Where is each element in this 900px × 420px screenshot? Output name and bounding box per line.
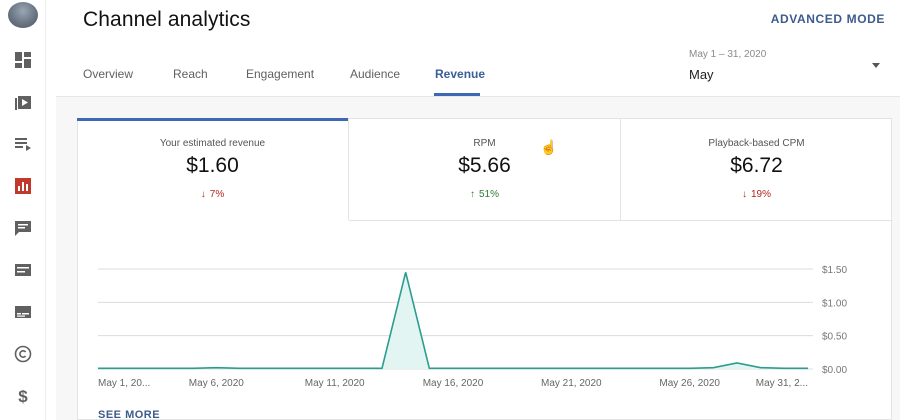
metric-rpm[interactable]: RPM $5.66 ↑ 51% [348, 118, 620, 220]
metric-playback-cpm[interactable]: Playback-based CPM $6.72 ↓ 19% [620, 118, 892, 220]
tab-audience[interactable]: Audience [350, 67, 401, 81]
arrow-down-icon: ↓ [200, 189, 206, 200]
advanced-mode-button[interactable]: ADVANCED MODE [770, 12, 885, 26]
metric-delta: ↑ 51% [349, 189, 620, 200]
x-tick-label: May 6, 2020 [189, 378, 244, 389]
chevron-down-icon[interactable] [872, 63, 880, 68]
x-tick-label: May 16, 2020 [423, 378, 484, 389]
date-range-label[interactable]: May 1 – 31, 2020 [689, 49, 767, 60]
header-divider [56, 96, 900, 97]
metric-delta-value: 51% [478, 189, 499, 200]
metric-label: RPM [473, 138, 496, 149]
videos-icon[interactable] [13, 92, 33, 112]
metric-delta: ↓ 19% [621, 189, 892, 200]
avatar[interactable] [8, 2, 38, 28]
revenue-chart[interactable]: $1.50 $1.00 $0.50 $0.00 May 1, 20... May 6, 2… [77, 222, 892, 420]
metric-estimated-revenue[interactable]: Your estimated revenue $1.60 ↓ 7% [77, 118, 348, 220]
dashboard-icon[interactable] [13, 50, 33, 70]
revenue-line [98, 272, 808, 370]
y-tick-label: $1.00 [822, 298, 847, 309]
hand-cursor-icon: ☝ [540, 139, 558, 155]
subtitles-icon[interactable] [13, 260, 33, 280]
revenue-area [98, 272, 808, 369]
svg-text:$: $ [18, 387, 28, 406]
metric-divider [349, 220, 892, 221]
metric-value: $1.60 [186, 154, 239, 177]
date-range-select[interactable]: May [689, 67, 714, 82]
x-tick-label: May 26, 2020 [659, 378, 720, 389]
metric-delta-value: 19% [750, 189, 771, 200]
page-title: Channel analytics [83, 8, 251, 31]
transcriptions-icon[interactable] [13, 302, 33, 322]
monetization-icon[interactable]: $ [13, 386, 33, 406]
y-tick-label: $1.50 [822, 265, 847, 276]
arrow-up-icon: ↑ [469, 189, 475, 200]
x-tick-label: May 31, 2... [756, 378, 808, 389]
left-rail: $ [0, 0, 46, 420]
metric-label: Playback-based CPM [708, 138, 805, 149]
active-tab-indicator [434, 93, 480, 96]
tab-engagement[interactable]: Engagement [246, 67, 315, 81]
copyright-icon[interactable] [13, 344, 33, 364]
tab-overview[interactable]: Overview [83, 67, 134, 81]
metric-value: $5.66 [458, 154, 511, 177]
tab-revenue[interactable]: Revenue [435, 67, 486, 81]
metric-label: Your estimated revenue [159, 138, 266, 149]
metric-value: $6.72 [730, 154, 783, 177]
x-tick-label: May 21, 2020 [541, 378, 602, 389]
arrow-down-icon: ↓ [741, 189, 747, 200]
analytics-icon[interactable] [13, 176, 33, 196]
y-tick-label: $0.00 [822, 365, 847, 376]
x-tick-label: May 1, 20... [98, 378, 150, 389]
metric-delta: ↓ 7% [77, 189, 348, 200]
metric-delta-value: 7% [209, 189, 225, 200]
revenue-chart-svg: $1.50 $1.00 $0.50 $0.00 May 1, 20... May 6, 2… [98, 265, 847, 389]
y-tick-label: $0.50 [822, 332, 847, 343]
comments-icon[interactable] [13, 218, 33, 238]
playlists-icon[interactable] [13, 134, 33, 154]
tab-reach[interactable]: Reach [173, 67, 208, 81]
see-more-link[interactable]: SEE MORE [98, 409, 161, 420]
x-tick-label: May 11, 2020 [305, 378, 365, 389]
